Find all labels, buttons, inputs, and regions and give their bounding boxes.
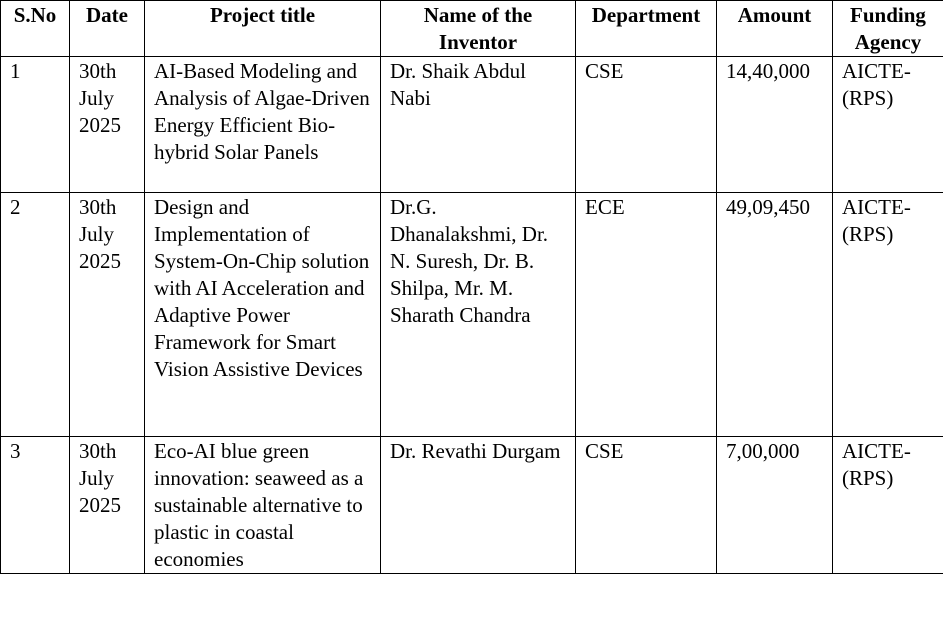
table-cell: 2 [0,192,70,437]
table-cell: AICTE-(RPS) [832,56,943,193]
table-cell: AI-Based Modeling and Analysis of Algae-… [144,56,381,193]
table-cell: 30th July 2025 [69,192,145,437]
header-cell: Project title [144,0,381,57]
header-cell: Date [69,0,145,57]
table-cell: 30th July 2025 [69,436,145,574]
table-cell: CSE [575,436,717,574]
table-cell: Design and Implementation of System-On-C… [144,192,381,437]
table-cell: Dr. Shaik Abdul Nabi [380,56,576,193]
header-row: S.No Date Project title Name of the Invento… [0,0,943,57]
header-cell: Amount [716,0,833,57]
header-cell: S.No [0,0,70,57]
table-cell: 30th July 2025 [69,56,145,193]
header-cell: Funding Agency [832,0,943,57]
project-table: S.No Date Project title Name of the Invento… [0,0,943,574]
table-body: 1 30th July 2025 AI-Based Modeling and Ana… [0,56,943,574]
table-cell: 14,40,000 [716,56,833,193]
table-cell: 1 [0,56,70,193]
table-cell: Dr.G. Dhanalakshmi, Dr. N. Suresh, Dr. B… [380,192,576,437]
table-cell: 7,00,000 [716,436,833,574]
table-row: 3 30th July 2025 Eco-AI blue green innovat… [0,436,943,574]
table-row: 2 30th July 2025 Design and Implementation… [0,192,943,437]
table-cell: AICTE-(RPS) [832,436,943,574]
header-cell: Name of the Inventor [380,0,576,57]
table-cell: CSE [575,56,717,193]
header-cell: Department [575,0,717,57]
table-cell: 49,09,450 [716,192,833,437]
table-row: 1 30th July 2025 AI-Based Modeling and Ana… [0,56,943,193]
table-cell: Eco-AI blue green innovation: seaweed as… [144,436,381,574]
table-cell: Dr. Revathi Durgam [380,436,576,574]
table-cell: AICTE-(RPS) [832,192,943,437]
table-cell: ECE [575,192,717,437]
table-cell: 3 [0,436,70,574]
